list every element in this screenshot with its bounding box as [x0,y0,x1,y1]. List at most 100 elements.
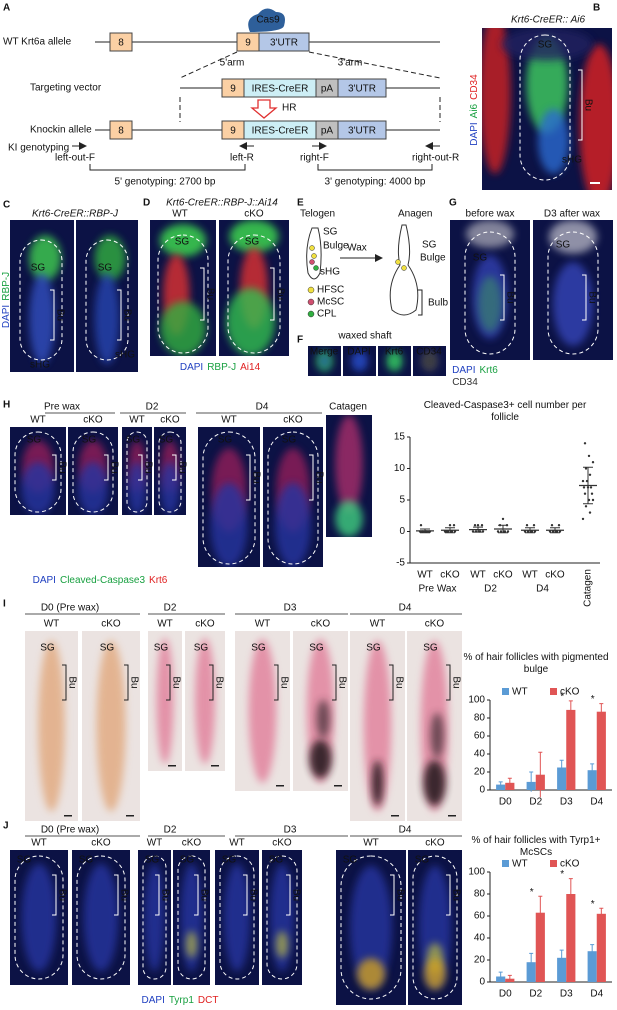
label: D3 [284,825,297,836]
follicle-outline [412,855,458,1000]
group-label: Pre Wax [419,584,457,595]
bracket [194,874,199,916]
label: SG [175,237,190,248]
micrograph [413,346,446,376]
label: Bu [290,889,301,901]
point [583,442,587,445]
scale-bar [448,815,456,817]
y-tick-label: 40 [474,749,486,760]
point [480,524,484,527]
bracket [155,874,160,916]
line [308,51,441,79]
label: 9 [245,38,251,49]
follicle-outline [76,855,126,980]
panel-letter: I [3,599,6,610]
y-tick-label: 60 [474,731,486,742]
label: Bu [450,676,461,688]
label: D3 after wax [544,209,600,220]
label: Bu [250,471,261,483]
cell-dot [395,259,401,265]
label: 5'arm [220,58,245,69]
micrograph [350,631,405,821]
label: WT [229,838,245,849]
label: Bu [56,889,67,901]
label: Bu [170,676,181,688]
bracket [309,454,314,501]
follicle-outline [464,231,516,355]
panel-letter: C [3,200,10,211]
label: D2 [146,402,159,413]
stain-name: Krt6 [480,365,499,376]
panel-letter: F [297,335,303,346]
bracket [389,664,394,701]
bracket [446,874,451,916]
follicle-outline [266,855,298,980]
label: 3'UTR [270,38,298,49]
label: Krt6-CreER:: Ai6 [511,15,586,26]
signal [355,355,364,367]
gene-box [337,78,387,98]
point [584,467,588,470]
label: Merge [310,347,339,358]
error-bar [583,466,593,505]
panel-letter: A [3,3,10,14]
label: Bu [176,461,187,473]
bar [596,711,606,790]
x-tick-label: WT [470,570,486,581]
label: DAPI [347,347,370,358]
signal [430,712,444,759]
point [526,530,530,533]
micrograph [185,631,225,771]
label: Bu [394,889,405,901]
point [501,517,505,521]
signal [482,28,511,174]
signal [423,760,446,806]
label: Bulge [323,241,349,252]
label: WT Krt6a allele [3,37,72,48]
label: Bu [336,676,347,688]
error-bar [590,763,595,777]
significance: * [591,899,595,910]
point [476,524,480,527]
panel-letter: E [297,198,304,209]
error-bar [559,759,564,775]
follicle-outline [85,239,129,361]
bracket [62,664,67,701]
follicle-outline [519,34,571,181]
y-tick-label: 5 [399,495,405,506]
follicle-outline [19,239,63,361]
label: Bu [108,461,119,473]
label: 9 [230,84,236,95]
label: SG [556,240,571,251]
bracket [246,454,251,501]
label: left-out-F [55,153,95,164]
label: 8 [118,38,124,49]
label: Bu [393,676,404,688]
label: Bu [582,99,593,111]
label: SG [251,643,266,654]
label: cKO [425,619,445,630]
point [533,530,537,533]
label: SG [222,855,237,866]
stain-name: RBP-J [1,272,12,301]
label: Bu [142,461,153,473]
signal [94,273,120,365]
label: SG [473,253,488,264]
micrograph [308,346,341,376]
scale-bar [334,785,342,787]
label: Bu [159,889,170,901]
signal [29,235,62,281]
signal [78,462,108,515]
x-tick-label: WT [522,570,538,581]
panel-letter: B [593,3,600,14]
y-tick-label: 15 [394,432,406,443]
label: WT [370,619,386,630]
label: SG [423,643,438,654]
label: SG [323,227,338,238]
bar [587,770,597,790]
label: Bu [504,291,515,303]
label: pA [321,126,334,137]
label: SG [100,643,115,654]
label: SG [27,435,42,446]
error-bar [599,907,604,920]
